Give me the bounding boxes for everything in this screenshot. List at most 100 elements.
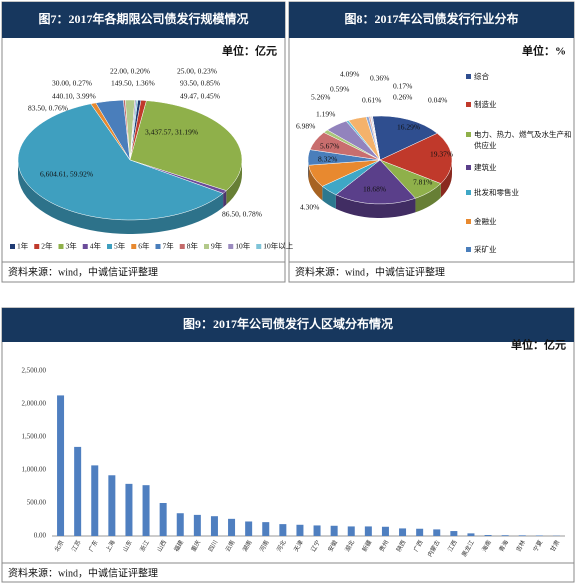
data-label: 0.26%: [393, 93, 412, 102]
data-label: 6.98%: [296, 122, 315, 131]
x-tick-label: 海南: [480, 539, 493, 553]
data-label: 83.50, 0.76%: [28, 104, 68, 113]
bar: [176, 513, 184, 536]
legend-label: 1年: [17, 241, 29, 251]
pie-slice: [17, 103, 224, 221]
y-tick-label: 1,000.00: [22, 466, 47, 474]
legend-swatch: [179, 244, 185, 249]
x-tick-label: 内蒙古: [426, 539, 442, 559]
bar: [108, 475, 116, 536]
x-tick-label: 天津: [293, 539, 305, 553]
x-tick-label: 贵州: [377, 539, 390, 553]
slice-side: [335, 194, 416, 219]
legend-swatch: [466, 165, 471, 170]
x-tick-label: 浙江: [138, 539, 151, 553]
y-tick-label: 1,500.00: [22, 433, 47, 441]
x-tick-label: 新疆: [360, 539, 373, 553]
data-label: 0.04%: [428, 96, 447, 105]
bar: [125, 483, 133, 536]
bar: [381, 526, 389, 536]
data-label: 4.09%: [340, 70, 359, 79]
legend-swatch: [204, 244, 209, 249]
x-tick-label: 山东: [121, 539, 134, 553]
legend-label: 6年: [138, 241, 150, 251]
legend-swatch: [82, 244, 88, 249]
data-label: 4.30%: [300, 203, 319, 212]
x-tick-label: 湖北: [343, 539, 356, 553]
data-label: 0.17%: [393, 82, 412, 91]
x-tick-label: 上海: [104, 539, 117, 553]
legend-swatch: [466, 247, 471, 252]
bar: [159, 503, 167, 536]
data-label: 86.50, 0.78%: [222, 210, 262, 219]
legend-label: 7年: [163, 241, 175, 251]
legend-swatch: [256, 244, 262, 249]
legend-item: 批发和零售业: [474, 188, 519, 197]
bar: [467, 533, 475, 536]
title-bar: [2, 308, 574, 342]
source-note: 资料来源：wind，中诚信证评整理: [8, 566, 158, 579]
legend-label: 建筑业: [474, 163, 497, 172]
data-label: 30.00, 0.27%: [52, 79, 92, 88]
bar: [535, 535, 543, 536]
data-label: 0.59%: [330, 85, 349, 94]
legend-label: 10年: [235, 241, 251, 251]
x-tick-label: 广东: [87, 539, 100, 553]
slice-side: [223, 190, 227, 208]
legend-swatch: [466, 132, 471, 137]
bar: [74, 446, 82, 536]
bar: [91, 465, 99, 536]
bar: [330, 525, 338, 536]
bar: [279, 524, 287, 536]
data-label: 149.50, 1.36%: [111, 79, 155, 88]
legend-swatch: [466, 74, 471, 79]
pie-slice: [129, 99, 139, 161]
pie-slice: [372, 115, 438, 161]
legend-label: 批发和零售业: [474, 188, 519, 197]
bar: [313, 525, 321, 536]
legend-swatch: [131, 244, 137, 249]
legend-item: 采矿业: [474, 245, 497, 254]
bar: [296, 524, 304, 536]
bar: [245, 521, 253, 536]
bar: [142, 485, 150, 536]
x-tick-label: 北京: [53, 539, 66, 553]
slice-side: [18, 160, 224, 235]
slice-side: [308, 165, 323, 201]
x-tick-label: 重庆: [189, 539, 202, 553]
x-tick-label: 宁夏: [531, 539, 544, 553]
x-tick-label: 湖南: [241, 539, 254, 553]
bar: [347, 526, 355, 536]
pie-slice: [335, 159, 416, 205]
legend-swatch: [107, 244, 112, 249]
y-tick-label: 2,000.00: [22, 400, 47, 408]
legend-label: 采矿业: [474, 245, 497, 254]
x-tick-label: 辽宁: [309, 539, 322, 553]
slice-side: [322, 186, 336, 209]
bar: [484, 535, 492, 536]
source-note: 资料来源：wind，中诚信证评整理: [295, 265, 445, 278]
x-tick-label: 甘肃: [548, 539, 561, 553]
legend-label: 综合: [474, 72, 489, 81]
data-label: 18.68%: [363, 185, 386, 194]
source-note: 资料来源：wind，中诚信证评整理: [8, 265, 158, 278]
x-tick-label: 吉林: [514, 539, 527, 553]
x-tick-label: 广西: [412, 539, 425, 553]
legend-label: 电力、热力、燃气及水生产和供应业: [474, 130, 572, 150]
legend-item: 电力、热力、燃气及水生产和供应业: [474, 130, 572, 150]
unit-label: 单位：亿元: [222, 44, 277, 58]
pie-slice: [129, 100, 243, 191]
bar: [501, 535, 509, 536]
data-label: 49.47, 0.45%: [180, 92, 220, 101]
legend-label: 3年: [66, 241, 78, 251]
bar: [262, 522, 270, 536]
x-tick-label: 江西: [447, 539, 459, 553]
legend-swatch: [228, 244, 234, 249]
data-label: 440.10, 3.99%: [52, 92, 96, 101]
unit-label: 单位：%: [522, 44, 566, 58]
data-label: 0.61%: [362, 96, 381, 105]
pie-slice: [379, 133, 453, 184]
bar: [433, 529, 441, 536]
legend-swatch: [466, 190, 471, 195]
